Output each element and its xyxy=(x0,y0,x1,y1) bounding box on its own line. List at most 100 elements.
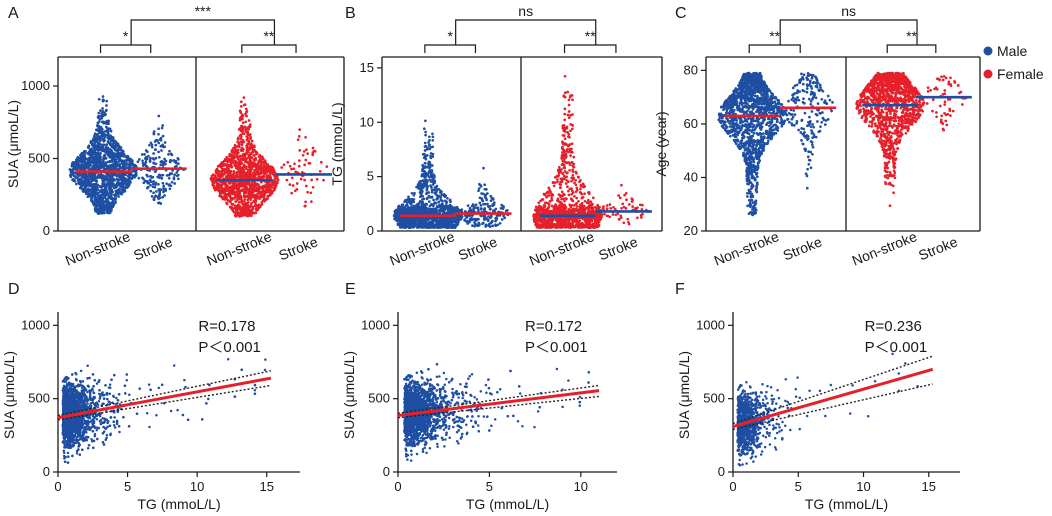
data-point xyxy=(83,153,86,157)
data-point xyxy=(261,187,265,191)
data-point xyxy=(435,193,438,197)
data-point xyxy=(445,225,449,229)
data-point xyxy=(102,139,106,143)
data-point xyxy=(94,179,98,183)
data-point xyxy=(248,181,251,185)
data-point xyxy=(232,210,236,214)
data-point xyxy=(237,197,241,201)
data-point xyxy=(241,127,245,131)
data-point xyxy=(297,135,301,138)
group-male-stroke xyxy=(130,114,187,205)
data-point xyxy=(161,181,165,185)
y-tick-label: 10 xyxy=(360,114,374,129)
data-point xyxy=(442,210,446,214)
data-point xyxy=(175,171,179,174)
data-point xyxy=(293,189,297,193)
data-point xyxy=(249,161,252,165)
data-point xyxy=(234,145,238,149)
data-point xyxy=(473,205,476,208)
data-point xyxy=(318,169,322,173)
data-point xyxy=(258,191,261,195)
data-point xyxy=(235,174,239,178)
data-point xyxy=(83,185,87,188)
data-point xyxy=(223,198,227,201)
data-point xyxy=(96,188,100,192)
data-point xyxy=(298,149,302,152)
data-point xyxy=(491,224,495,228)
data-point xyxy=(486,202,489,206)
data-point xyxy=(400,208,403,212)
data-point xyxy=(101,182,104,186)
data-point xyxy=(93,140,97,144)
data-point xyxy=(482,208,486,212)
data-point xyxy=(101,165,105,169)
data-point xyxy=(239,105,243,108)
data-point xyxy=(264,161,267,165)
data-point xyxy=(272,179,276,183)
data-point xyxy=(93,132,97,136)
data-point xyxy=(423,161,427,165)
data-point xyxy=(468,218,472,222)
data-point xyxy=(92,146,96,149)
data-point xyxy=(109,139,113,143)
data-point xyxy=(449,223,453,227)
data-point xyxy=(410,191,414,195)
data-point xyxy=(418,191,422,194)
data-point xyxy=(80,157,83,161)
data-point xyxy=(473,218,477,222)
data-point xyxy=(249,156,253,160)
data-point xyxy=(418,211,421,215)
data-point xyxy=(100,188,104,192)
data-point xyxy=(239,174,242,178)
data-point xyxy=(424,133,427,137)
data-point xyxy=(246,176,249,179)
data-point xyxy=(229,173,233,177)
data-point xyxy=(483,183,487,187)
data-point xyxy=(428,139,431,142)
data-point xyxy=(269,169,272,172)
y-tick-label: 0 xyxy=(367,223,374,238)
data-point xyxy=(93,194,96,198)
data-point xyxy=(282,163,286,167)
data-point xyxy=(123,177,127,180)
data-point xyxy=(404,220,408,224)
data-point xyxy=(443,224,446,228)
data-point xyxy=(484,216,488,220)
data-point xyxy=(94,148,97,152)
data-point xyxy=(315,177,319,181)
data-point xyxy=(225,164,229,168)
data-point xyxy=(260,155,264,159)
data-point xyxy=(264,185,268,189)
data-point xyxy=(98,164,102,168)
data-point xyxy=(247,133,250,136)
data-point xyxy=(150,195,154,198)
data-point xyxy=(250,167,253,171)
data-point xyxy=(244,173,248,177)
data-point xyxy=(299,177,303,181)
data-point xyxy=(427,135,431,139)
data-point xyxy=(430,188,434,192)
data-point xyxy=(105,143,109,146)
data-point xyxy=(255,152,258,156)
data-point xyxy=(431,132,434,136)
data-point xyxy=(220,183,224,187)
data-point xyxy=(116,153,119,156)
data-point xyxy=(167,176,171,180)
data-point xyxy=(245,127,248,130)
data-point xyxy=(236,188,239,192)
data-point xyxy=(242,140,246,144)
data-point xyxy=(468,206,472,210)
data-point xyxy=(175,164,178,168)
data-point xyxy=(290,167,293,171)
data-point xyxy=(219,189,222,192)
data-point xyxy=(100,149,104,153)
data-point xyxy=(109,129,113,133)
data-point xyxy=(219,163,222,166)
data-point xyxy=(168,187,172,191)
data-point xyxy=(108,160,111,164)
data-point xyxy=(240,171,243,174)
data-point xyxy=(167,153,170,156)
data-point xyxy=(292,167,296,171)
data-point xyxy=(234,200,237,203)
data-point xyxy=(95,200,99,203)
